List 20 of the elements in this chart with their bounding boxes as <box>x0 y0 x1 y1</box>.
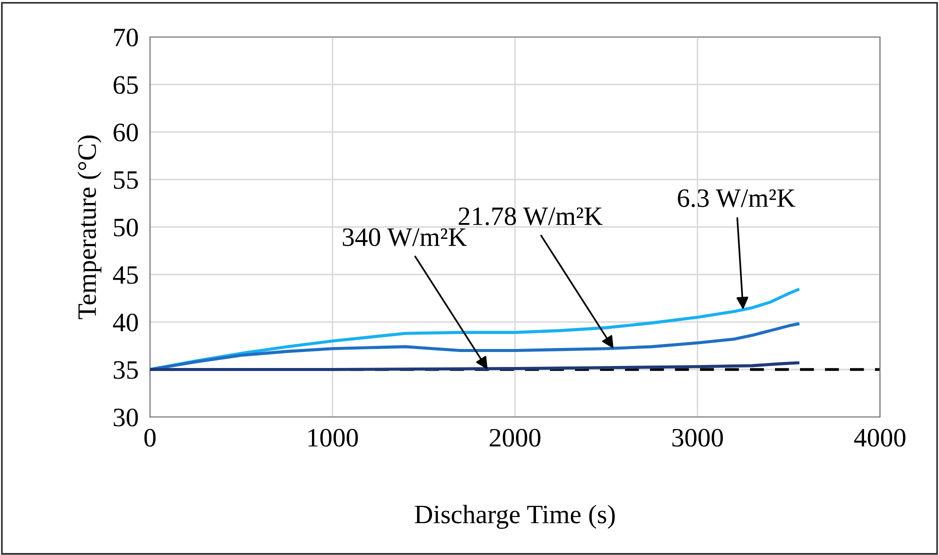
x-axis-title: Discharge Time (s) <box>414 504 615 529</box>
x-tick-label: 1000 <box>308 428 358 447</box>
y-tick-label: 30 <box>114 408 138 426</box>
x-tick-label: 0 <box>144 428 156 447</box>
annotation: 340 W/m²K <box>342 228 467 246</box>
y-tick-label: 60 <box>114 124 138 142</box>
y-tick-label: 35 <box>114 361 138 379</box>
y-tick-label: 50 <box>114 218 138 236</box>
y-axis-title: Temperature (°C) <box>77 136 102 320</box>
y-tick-label: 65 <box>114 76 138 94</box>
y-tick-label: 55 <box>114 171 138 189</box>
x-tick-label: 3000 <box>672 428 723 447</box>
annotation: 21.78 W/m²K <box>458 207 603 226</box>
line-series <box>150 361 800 372</box>
y-tick-label: 45 <box>113 266 138 284</box>
annotation: 6.3 W/m²K <box>678 189 796 208</box>
x-tick-label: 4000 <box>854 428 906 447</box>
y-tick-label: 40 <box>113 314 138 332</box>
x-tick-label: 2000 <box>490 428 540 447</box>
y-tick-label: 70 <box>114 28 138 46</box>
